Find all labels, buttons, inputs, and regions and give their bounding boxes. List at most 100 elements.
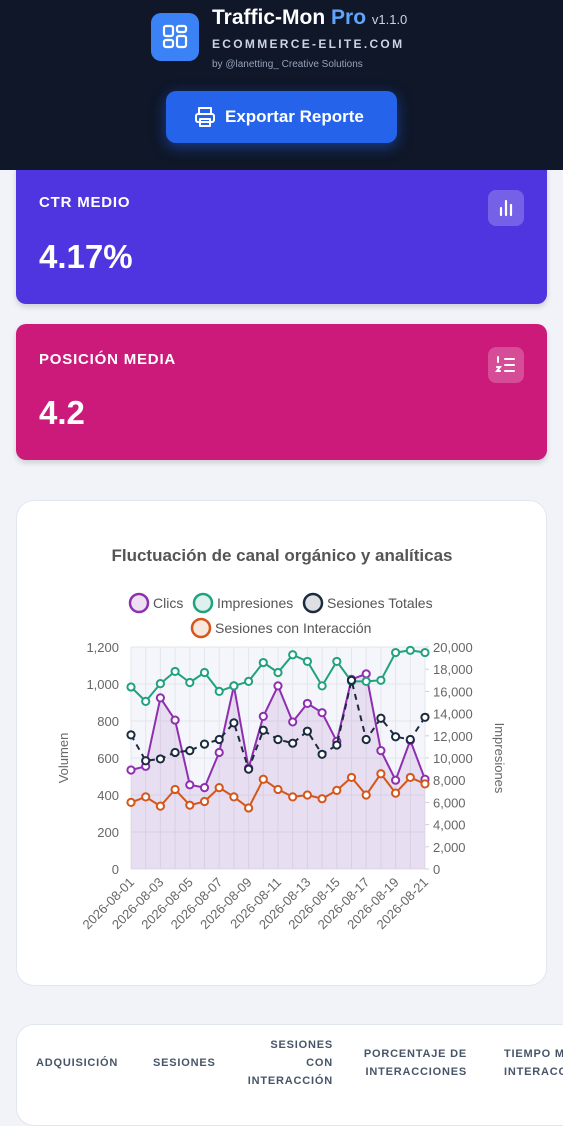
point <box>141 756 151 766</box>
point <box>199 796 210 807</box>
y2-tick-label: 12,000 <box>433 729 473 744</box>
byline: by @lanetting_ Creative Solutions <box>212 59 363 70</box>
y2-tick-label: 10,000 <box>433 751 473 766</box>
point <box>420 647 430 658</box>
point <box>199 783 210 793</box>
point <box>244 803 254 813</box>
point <box>391 647 401 658</box>
point <box>258 774 268 784</box>
title-suffix: Pro <box>331 6 367 29</box>
point <box>258 711 268 721</box>
print-icon <box>195 107 215 127</box>
point <box>244 764 254 774</box>
point <box>405 772 415 783</box>
point <box>229 792 239 802</box>
y-tick-label: 400 <box>97 788 119 803</box>
point <box>288 650 298 660</box>
chart-card: Fluctuación de canal orgánico y analític… <box>16 500 547 986</box>
column-header: SESIONES CON INTERACCIÓN <box>247 1039 333 1087</box>
y-axis-title: Volumen <box>56 733 71 784</box>
button-label: Exportar Reporte <box>225 107 364 126</box>
y-tick-label: 0 <box>112 862 119 877</box>
point <box>317 749 327 759</box>
legend-label: Sesiones Totales <box>327 595 433 611</box>
point <box>405 734 415 745</box>
y-tick-label: 1,200 <box>86 640 119 655</box>
area <box>131 673 425 869</box>
point <box>288 738 298 748</box>
point <box>288 792 298 802</box>
point <box>361 669 371 679</box>
point <box>214 734 224 745</box>
y-tick-label: 200 <box>97 825 119 840</box>
point <box>302 656 312 667</box>
y2-tick-label: 0 <box>433 862 440 877</box>
point <box>126 730 136 740</box>
point <box>170 666 180 677</box>
point <box>302 726 312 736</box>
stat-card: CTR MEDIO 4.17% <box>16 160 547 304</box>
point <box>317 681 327 691</box>
y2-tick-label: 14,000 <box>433 707 473 722</box>
chart: Fluctuación de canal orgánico y analític… <box>56 546 507 932</box>
stat-icon <box>488 190 524 226</box>
stat-value: 4.17% <box>39 238 133 275</box>
logo <box>151 13 199 61</box>
point <box>185 677 195 688</box>
table: ADQUISICIÓN SESIONES SESIONES CON INTERA… <box>16 1024 563 1126</box>
point <box>244 676 254 687</box>
point <box>229 718 239 728</box>
point <box>273 681 283 691</box>
point <box>155 693 165 703</box>
y2-axis-title: Impresiones <box>492 723 507 794</box>
column-header: SESIONES <box>153 1057 216 1069</box>
stat-label: POSICIÓN MEDIA <box>39 351 177 368</box>
legend-marker <box>192 592 214 614</box>
point <box>317 794 327 804</box>
y2-tick-label: 2,000 <box>433 840 466 855</box>
point <box>258 657 268 668</box>
column-header: TIEMPO MEDIO DE INTERACCIÓN <box>504 1048 563 1078</box>
domain: ECOMMERCE-ELITE.COM <box>212 37 405 51</box>
point <box>332 785 342 795</box>
point <box>332 656 342 667</box>
point <box>288 717 298 727</box>
y2-tick-label: 8,000 <box>433 773 466 788</box>
point <box>185 746 195 756</box>
legend-marker <box>302 592 324 614</box>
point <box>199 667 210 678</box>
point <box>170 715 180 725</box>
y2-tick-label: 4,000 <box>433 818 466 833</box>
y-tick-label: 800 <box>97 714 119 729</box>
point <box>376 746 386 756</box>
point <box>214 783 224 793</box>
app-title: Traffic-Mon Pro v1.1.0 <box>212 6 407 30</box>
point <box>170 784 180 795</box>
point <box>302 790 312 800</box>
point <box>346 772 357 783</box>
point <box>346 675 357 685</box>
chart-icon <box>499 199 513 217</box>
stat-label: CTR MEDIO <box>39 194 131 211</box>
point <box>391 775 401 785</box>
point <box>361 676 371 687</box>
point <box>229 681 239 691</box>
point <box>170 747 180 758</box>
point <box>420 779 430 789</box>
export-button[interactable]: Exportar Reporte <box>166 91 397 143</box>
legend-label: Sesiones con Interacción <box>215 620 371 636</box>
point <box>185 780 195 790</box>
point <box>302 698 312 709</box>
point <box>155 754 165 764</box>
stat-value: 4.2 <box>39 394 85 431</box>
point <box>185 800 195 810</box>
point <box>376 713 386 723</box>
legend-marker <box>128 592 150 614</box>
legend-marker <box>190 617 212 639</box>
point <box>391 732 401 742</box>
column-header: ADQUISICIÓN <box>36 1057 119 1069</box>
point <box>126 682 136 692</box>
stat-icon <box>488 347 524 383</box>
y-tick-label: 1,000 <box>86 677 119 692</box>
